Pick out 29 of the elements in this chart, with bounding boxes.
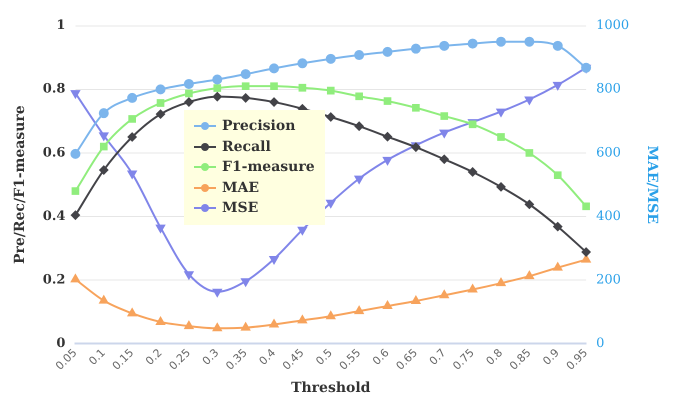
- y2-tick-label: 1000: [596, 18, 630, 34]
- x-tick-label: 0.5: [313, 346, 335, 368]
- y-tick-label: 0.2: [42, 272, 66, 288]
- y2-axis-title: MAE/MSE: [644, 145, 660, 224]
- legend-label: MSE: [222, 199, 258, 218]
- x-tick-label: 0.7: [426, 346, 448, 368]
- legend-label: Precision: [222, 117, 296, 136]
- y2-tick-label: 600: [596, 145, 621, 160]
- legend-label: Recall: [222, 138, 271, 156]
- x-tick-label: 0.4: [256, 346, 278, 368]
- y2-tick-label: 0: [596, 336, 604, 351]
- y-tick-label: 0.8: [42, 82, 66, 97]
- y-tick-label: 0.6: [42, 145, 66, 160]
- x-tick-label: 0.1: [86, 346, 108, 368]
- x-axis-title: Threshold: [291, 380, 371, 396]
- y-tick-label: 0: [56, 336, 66, 351]
- x-tick-label: 0.2: [143, 346, 165, 368]
- y-tick-label: 1: [56, 18, 66, 34]
- y2-tick-label: 800: [596, 82, 621, 97]
- y-axis-title: Pre/Rec/F1-measure: [12, 105, 28, 264]
- y2-tick-label: 400: [596, 208, 621, 224]
- x-tick-label: 0.6: [370, 346, 392, 368]
- y2-tick-label: 200: [596, 272, 621, 288]
- x-tick-label: 0.8: [484, 346, 506, 368]
- x-tick-label: 0.3: [200, 346, 222, 368]
- legend-label: MAE: [222, 178, 260, 198]
- legend-label: F1-measure: [222, 158, 315, 177]
- x-tick-label: 0.9: [540, 346, 562, 368]
- y-tick-label: 0.4: [42, 208, 66, 224]
